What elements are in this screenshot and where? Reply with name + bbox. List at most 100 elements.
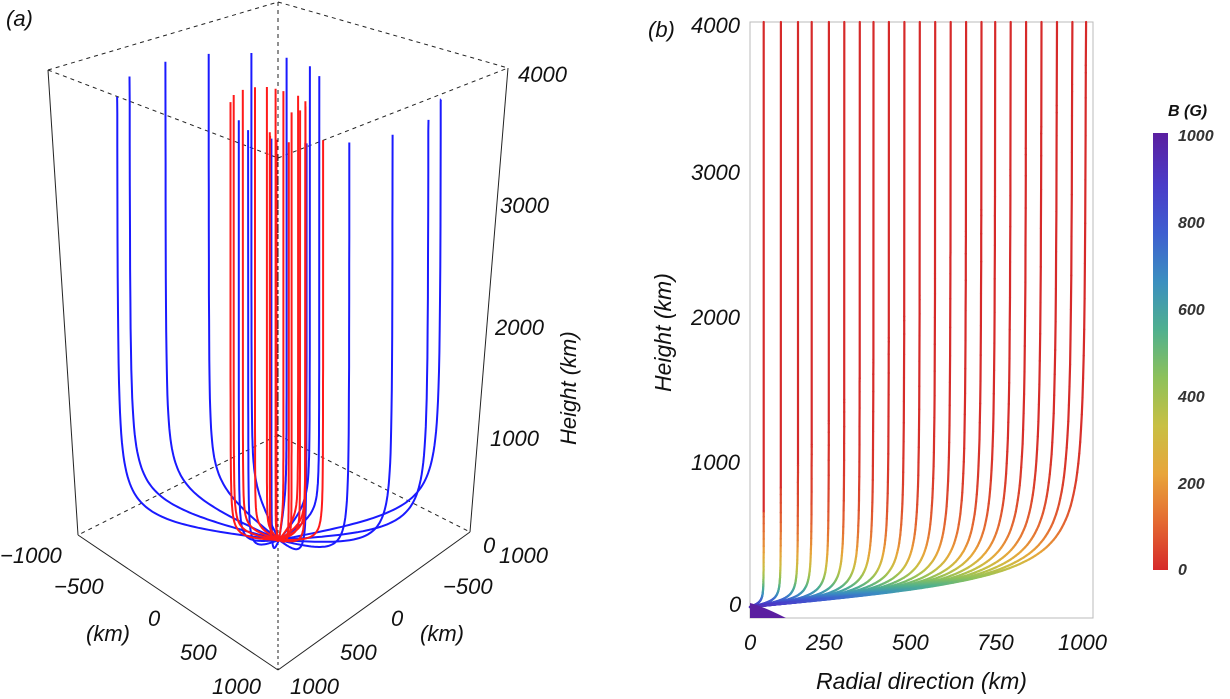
field-line-segment [832, 596, 842, 600]
field-line-2d [748, 20, 921, 609]
field-line-segment [1002, 490, 1006, 500]
field-line-segment [1082, 328, 1086, 357]
field-line-segment [988, 487, 992, 498]
field-line-segment [1064, 446, 1068, 460]
x-axis-ticks: −1000 −500 0 500 1000 (km) [0, 543, 262, 699]
field-line-segment [780, 602, 791, 606]
field-line-segment [1078, 441, 1082, 455]
field-line-segment [1073, 479, 1078, 489]
field-line-segment [962, 460, 965, 475]
x-tick-label: 1000 [1058, 630, 1108, 655]
y-tick-label: 3000 [691, 160, 741, 185]
field-line-segment [765, 603, 776, 607]
field-line-segment [1081, 377, 1085, 399]
field-line-segment [1074, 471, 1079, 482]
field-line-segment [960, 491, 964, 502]
field-line-segment [945, 498, 949, 508]
field-line-segment [1045, 488, 1049, 498]
y-tick-label: 1000 [290, 674, 340, 699]
field-line-segment [1062, 467, 1067, 479]
z-tick-label: 4000 [518, 62, 568, 87]
field-line-3d [247, 130, 280, 546]
field-line-segment [853, 594, 863, 598]
field-line-segment [1050, 441, 1054, 456]
colorbar-tick: 600 [1178, 302, 1205, 319]
field-line-segment [961, 472, 965, 485]
panel-a-label: (a) [6, 6, 33, 31]
field-line-segment [944, 505, 948, 515]
field-line-segment [1051, 412, 1055, 430]
field-line-segment [1004, 462, 1008, 475]
field-line-segment [1049, 453, 1053, 466]
colorbar-tick: 400 [1177, 389, 1205, 406]
field-line-segment [1079, 428, 1083, 444]
field-line-segment [1081, 354, 1085, 380]
field-line-3d [279, 140, 325, 541]
field-line-segment [974, 493, 978, 503]
footpoint-fill [750, 603, 786, 618]
x-tick-label: 500 [180, 640, 217, 665]
x-tick-label: 1000 [212, 674, 262, 699]
field-line-segment [977, 438, 981, 455]
field-line-2d [748, 20, 1043, 609]
colorbar-gradient [1153, 133, 1168, 570]
field-line-segment [1035, 435, 1039, 451]
y-tick-label: 2000 [690, 305, 741, 330]
field-line-segment [1046, 481, 1050, 491]
field-line-3d [237, 120, 280, 542]
field-line-segment [1077, 452, 1081, 465]
field-line-segment [1080, 396, 1084, 416]
field-line-3d [278, 142, 307, 543]
x-tick-label: 0 [148, 606, 161, 631]
field-line-3d [278, 91, 285, 541]
y-tick-label: −500 [443, 574, 493, 599]
field-line-segment [1076, 462, 1080, 474]
field-line-segment [1020, 455, 1024, 469]
field-line-segment [974, 500, 978, 510]
x-axis-ticks-b: 0 250 500 750 1000 [744, 630, 1108, 655]
z-axis-ticks: 0 1000 2000 3000 4000 Height (km) [483, 62, 581, 558]
field-line-segment [1053, 348, 1057, 376]
field-line-segment [1032, 478, 1036, 489]
field-line-segment [1063, 457, 1067, 470]
panel-b-2d-plot: (b) 0 250 500 750 1000 Radial direction … [648, 13, 1214, 694]
z-tick-label: 0 [483, 533, 496, 558]
field-line-segment [1037, 383, 1041, 406]
field-line-segment [825, 597, 835, 601]
x-tick-label: −500 [54, 574, 104, 599]
field-line-segment [945, 489, 949, 501]
field-line-3d [265, 87, 280, 541]
field-line-segment [959, 499, 963, 509]
field-line-segment [1034, 459, 1038, 472]
field-line-segment [1079, 413, 1083, 431]
field-line-segment [990, 445, 994, 461]
field-lines-2d [748, 20, 1088, 609]
z-axis-label: Height (km) [556, 331, 581, 445]
field-line-2d [748, 20, 1088, 609]
y-axis-ticks: 1000 −500 0 500 1000 (km) [290, 543, 549, 699]
field-line-segment [1019, 466, 1023, 478]
z-tick-label: 3000 [500, 193, 550, 218]
field-line-segment [1066, 420, 1070, 437]
field-line-segment [1007, 402, 1010, 424]
field-line-segment [1060, 483, 1064, 493]
panel-a-3d-plot: (a) −1000 −500 0 500 1000 (km) [0, 1, 581, 699]
field-line-segment [989, 479, 993, 491]
field-line-segment [818, 598, 828, 602]
field-line-segment [1067, 403, 1071, 423]
field-line-segment [1035, 448, 1039, 462]
field-line-segment [1051, 427, 1055, 444]
field-line-segment [989, 469, 993, 482]
field-line-3d [229, 102, 280, 541]
y-axis-ticks-b: 0 1000 2000 3000 4000 [690, 13, 742, 617]
field-lines-3d [116, 53, 442, 551]
colorbar-tick: 1000 [1178, 128, 1214, 145]
x-axis-title: Radial direction (km) [816, 668, 1027, 694]
field-line-2d [748, 20, 800, 609]
y-tick-label: 0 [391, 606, 404, 631]
field-line-segment [946, 480, 950, 492]
field-line-segment [1033, 469, 1037, 481]
y-tick-label: 1000 [691, 450, 741, 475]
field-line-segment [991, 430, 995, 448]
